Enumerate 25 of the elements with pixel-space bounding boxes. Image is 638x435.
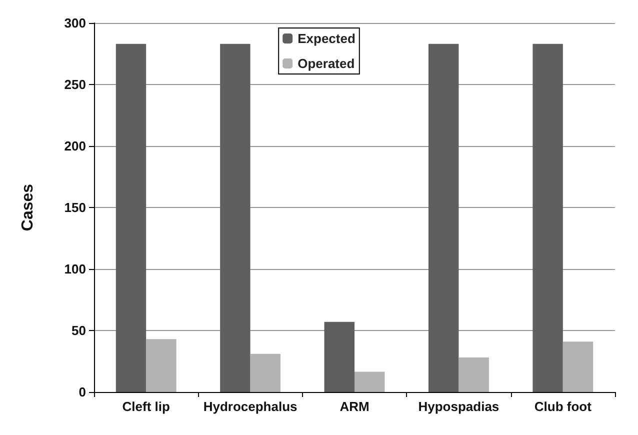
y-tick-label: 250 bbox=[64, 77, 86, 92]
bar bbox=[458, 358, 489, 392]
y-tick-label: 50 bbox=[72, 323, 86, 338]
bar bbox=[220, 44, 250, 392]
bar bbox=[428, 44, 459, 392]
bar bbox=[532, 44, 563, 392]
legend-label: Expected bbox=[298, 31, 356, 46]
x-tick-label: Cleft lip bbox=[122, 399, 170, 414]
bar bbox=[146, 339, 176, 392]
legend-label: Operated bbox=[298, 56, 355, 71]
bar bbox=[116, 44, 146, 392]
bar bbox=[324, 322, 354, 392]
x-tick-label: Club foot bbox=[534, 399, 592, 414]
y-tick-label: 0 bbox=[78, 384, 86, 400]
y-tick-label: 100 bbox=[64, 262, 86, 276]
bar bbox=[354, 372, 385, 392]
y-tick-label: 150 bbox=[64, 200, 86, 215]
y-tick-label: 200 bbox=[64, 138, 86, 154]
x-tick-label: Hydrocephalus bbox=[203, 399, 298, 414]
y-tick-label: 300 bbox=[64, 16, 86, 30]
y-axis-title: Cases bbox=[20, 184, 36, 232]
bar bbox=[562, 342, 594, 392]
bar bbox=[250, 354, 281, 392]
x-tick-label: Hypospadias bbox=[418, 399, 500, 414]
x-tick-label: ARM bbox=[340, 399, 370, 414]
